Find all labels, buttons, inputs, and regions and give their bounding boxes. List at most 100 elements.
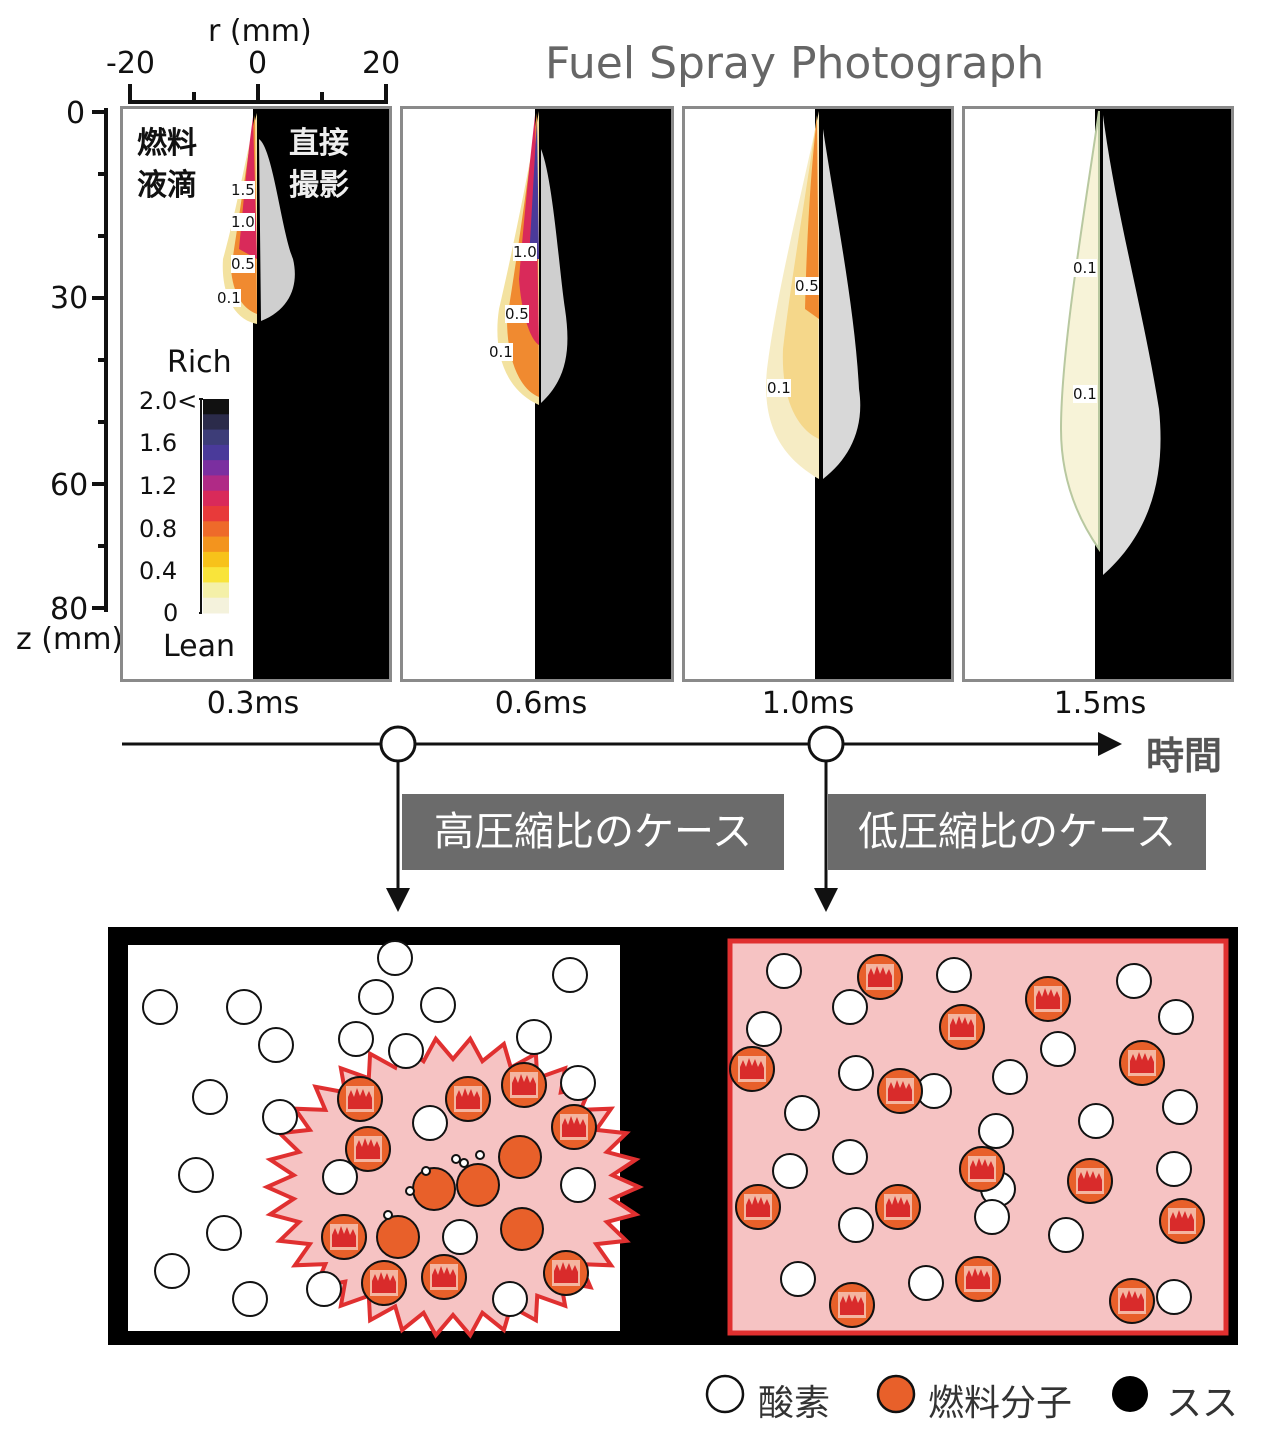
- oxygen-molecule: [178, 1157, 214, 1193]
- spray-panel-1.5ms: 0.1 0.1: [962, 106, 1234, 682]
- oxygen-molecule: [516, 1019, 552, 1055]
- oxygen-molecule: [388, 1033, 424, 1069]
- colorbar-tick: 0: [163, 599, 179, 627]
- colorbar-tick: 2.0<: [139, 387, 198, 415]
- oxygen-molecule: [1078, 1103, 1114, 1139]
- oxygen-molecule: [206, 1215, 242, 1251]
- fuel-molecule: [551, 1104, 597, 1150]
- colorbar-segment: [203, 506, 229, 522]
- figure-title: Fuel Spray Photograph: [545, 38, 1045, 89]
- fuel-molecule: [1119, 1040, 1165, 1086]
- molecule-scenes: [128, 938, 1229, 1339]
- oxygen-molecule: [192, 1079, 228, 1115]
- z-axis-label: z (mm): [16, 622, 124, 657]
- r-axis-label: r (mm): [208, 14, 312, 49]
- time-label-0.3ms: 0.3ms: [206, 686, 300, 721]
- fuel-molecule: [501, 1062, 547, 1108]
- contour-label: 0.5: [795, 277, 819, 295]
- fuel-molecule-reacting: [498, 1135, 542, 1179]
- oxygen-molecule: [974, 1199, 1010, 1235]
- colorbar-segment: [203, 429, 229, 446]
- contour-label: 0.1: [767, 379, 791, 397]
- soot-particle: [383, 1210, 393, 1220]
- spray-panel-0.3ms: 燃料 液滴 直接 撮影 1.5 1.0 0.5 0.1 Rich Lean 2.…: [120, 106, 392, 682]
- colorbar-segment: [203, 582, 229, 599]
- fuel-molecule: [959, 1146, 1005, 1192]
- colorbar-segment: [203, 490, 229, 507]
- oxygen-molecule: [838, 1055, 874, 1091]
- oxygen-molecule: [154, 1253, 190, 1289]
- colorbar: [199, 398, 229, 614]
- contour-label: 1.5: [231, 181, 255, 199]
- oxygen-molecule: [1116, 963, 1152, 999]
- r-tick-neg20: -20: [106, 46, 155, 81]
- oxygen-molecule: [1040, 1031, 1076, 1067]
- high-compression-case-label: 高圧縮比のケース: [402, 794, 784, 870]
- oxygen-molecule: [1156, 1151, 1192, 1187]
- z-tick-80: 80: [50, 592, 89, 627]
- oxygen-molecule: [1158, 999, 1194, 1035]
- oxygen-molecule: [838, 1207, 874, 1243]
- colorbar-segment: [203, 521, 229, 538]
- oxygen-molecule: [992, 1059, 1028, 1095]
- time-label-1.0ms: 1.0ms: [761, 686, 855, 721]
- low-compression-case-label: 低圧縮比のケース: [828, 794, 1206, 870]
- fuel-molecule: [543, 1250, 589, 1296]
- r-axis: [128, 84, 388, 104]
- spray-plume-1.0ms: [766, 111, 861, 479]
- colorbar-lean-label: Lean: [163, 629, 236, 664]
- fuel-molecule-reacting: [412, 1167, 456, 1211]
- oxygen-molecule: [780, 1261, 816, 1297]
- fuel-molecule: [1159, 1198, 1205, 1244]
- oxygen-molecule: [772, 1153, 808, 1189]
- fuel-molecule: [939, 1004, 985, 1050]
- legend-oxygen-label: 酸素: [758, 1383, 831, 1424]
- label-fuel-droplet: 燃料 液滴: [137, 126, 197, 203]
- colorbar-segment: [203, 567, 229, 583]
- fuel-molecule-reacting: [500, 1207, 544, 1251]
- oxygen-molecule: [832, 1139, 868, 1175]
- oxygen-molecule: [1156, 1279, 1192, 1315]
- oxygen-molecule: [420, 987, 456, 1023]
- time-axis-label: 時間: [1146, 734, 1223, 778]
- colorbar-segment: [203, 460, 229, 476]
- contour-label: 1.0: [513, 243, 537, 261]
- contour-label: 0.1: [1073, 259, 1097, 277]
- soot-particle: [451, 1154, 461, 1164]
- soot-particle: [405, 1186, 415, 1196]
- colorbar-segment: [203, 444, 229, 461]
- soot-particle: [459, 1158, 469, 1168]
- fuel-molecule: [421, 1254, 467, 1300]
- fuel-molecule: [321, 1214, 367, 1260]
- oxygen-molecule: [560, 1167, 596, 1203]
- time-axis: [122, 725, 1122, 912]
- fuel-molecule: [361, 1260, 407, 1306]
- contour-label: 0.1: [217, 289, 241, 307]
- colorbar-segment: [203, 536, 229, 553]
- label-direct-photo: 直接 撮影: [289, 126, 349, 203]
- fuel-molecule: [337, 1076, 383, 1122]
- z-axis: [92, 108, 108, 612]
- contour-label: 0.1: [1073, 385, 1097, 403]
- time-label-0.6ms: 0.6ms: [494, 686, 588, 721]
- oxygen-molecule: [552, 957, 588, 993]
- oxygen-molecule: [832, 989, 868, 1025]
- legend-fuel-icon: [876, 1374, 916, 1414]
- colorbar-segment: [203, 414, 229, 431]
- oxygen-molecule: [1162, 1089, 1198, 1125]
- oxygen-molecule: [142, 989, 178, 1025]
- legend-fuel-label: 燃料分子: [928, 1383, 1073, 1424]
- oxygen-molecule: [412, 1105, 448, 1141]
- spray-plume-0.6ms: [497, 111, 568, 405]
- r-tick-20: 20: [362, 46, 401, 81]
- oxygen-molecule: [784, 1095, 820, 1131]
- contour-label: 0.1: [489, 343, 513, 361]
- oxygen-molecule: [226, 989, 262, 1025]
- oxygen-molecule: [232, 1281, 268, 1317]
- oxygen-molecule: [442, 1219, 478, 1255]
- oxygen-molecule: [338, 1021, 374, 1057]
- r-tick-0: 0: [248, 46, 268, 81]
- spray-panel-0.6ms: 1.0 0.5 0.1: [400, 106, 674, 682]
- fuel-molecule: [345, 1126, 391, 1172]
- oxygen-molecule: [766, 953, 802, 989]
